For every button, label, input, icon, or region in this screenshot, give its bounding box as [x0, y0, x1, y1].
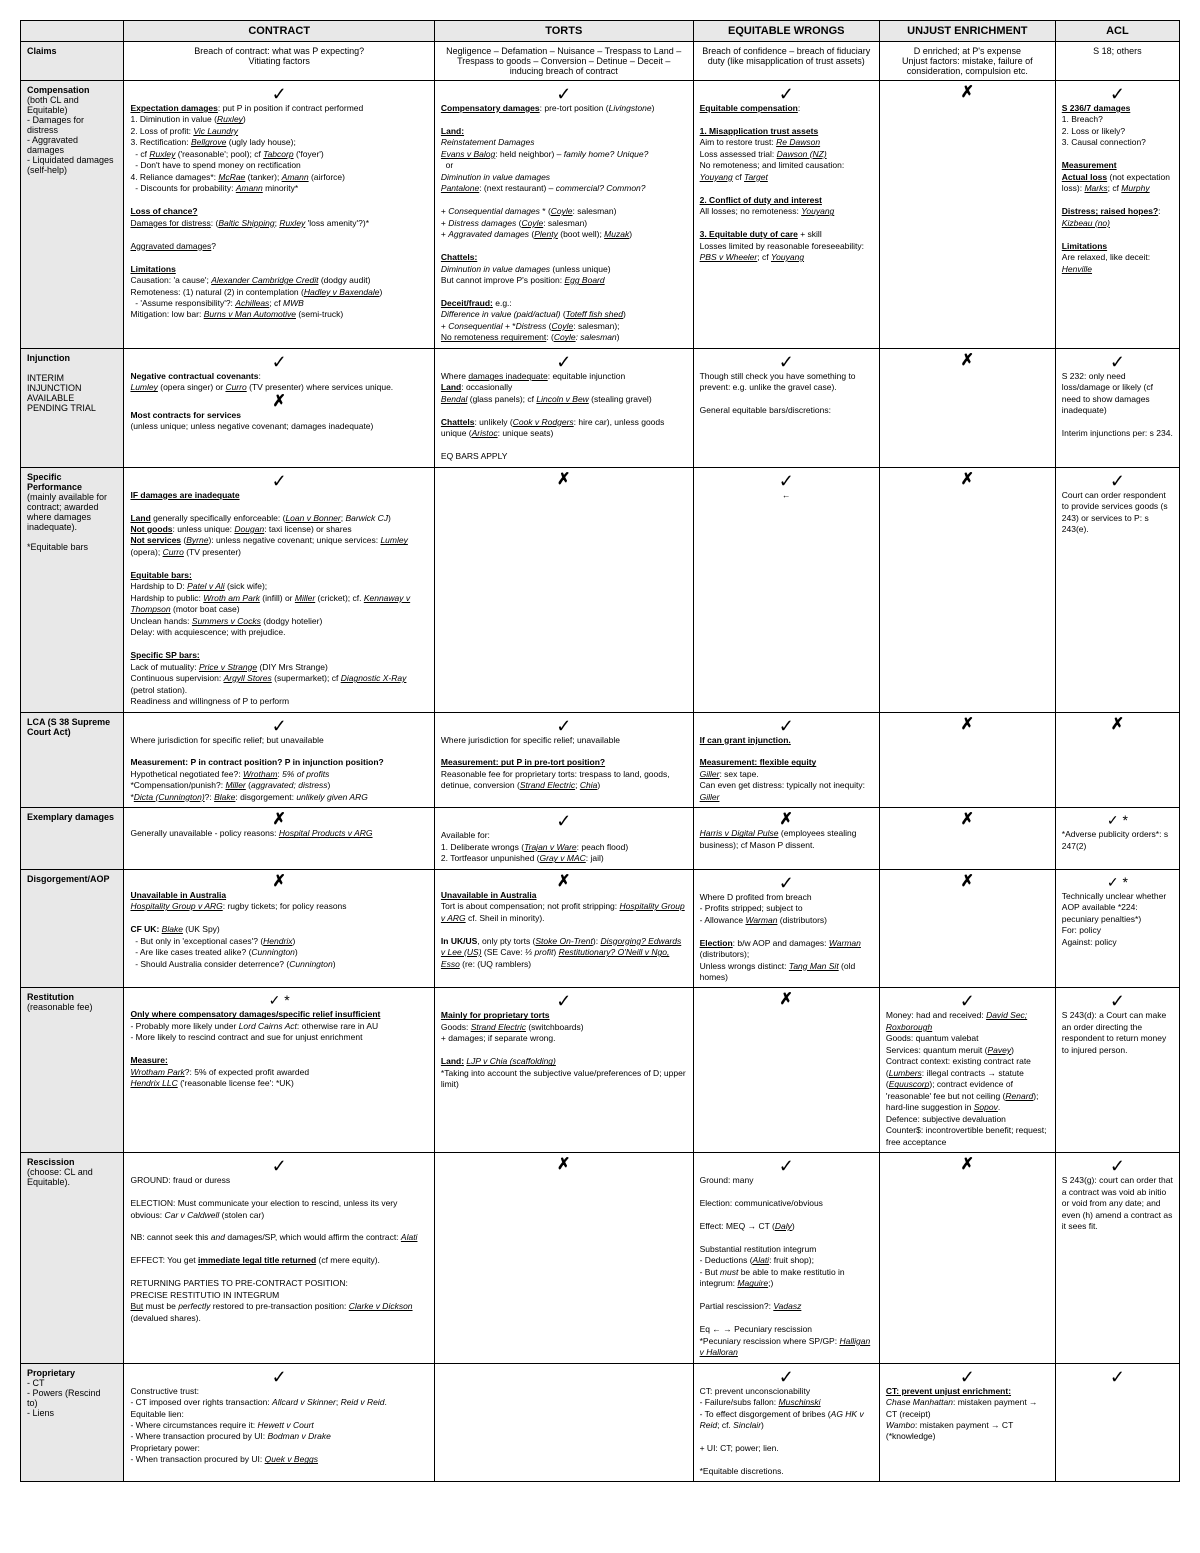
cell: ✓Constructive trust:- CT imposed over ri… [124, 1363, 434, 1482]
cell: D enriched; at P's expenseUnjust factors… [879, 42, 1055, 81]
cell: ✓Money: had and received: David Sec; Rox… [879, 988, 1055, 1153]
row-header: Restitution(reasonable fee) [21, 988, 124, 1153]
cell: ✓S 243(g): court can order that a contra… [1055, 1153, 1179, 1364]
cell: Negligence – Defamation – Nuisance – Tre… [434, 42, 693, 81]
header-equitable-wrongs: EQUITABLE WRONGS [693, 21, 879, 42]
table-row: Proprietary- CT- Powers (Rescind to)- Li… [21, 1363, 1180, 1482]
table-row: LCA (S 38 Supreme Court Act)✓Where juris… [21, 712, 1180, 808]
cell: ✓Negative contractual covenants:Lumley (… [124, 348, 434, 467]
header-row: CONTRACTTORTSEQUITABLE WRONGSUNJUST ENRI… [21, 21, 1180, 42]
cell: ✓IF damages are inadequateLand generally… [124, 467, 434, 712]
cell: ✗ [879, 467, 1055, 712]
cell: ✗Harris v Digital Pulse (employees steal… [693, 808, 879, 869]
cell: ✓ *Only where compensatory damages/speci… [124, 988, 434, 1153]
cell: ✗ [879, 808, 1055, 869]
table-row: InjunctionINTERIM INJUNCTION AVAILABLE P… [21, 348, 1180, 467]
row-header: LCA (S 38 Supreme Court Act) [21, 712, 124, 808]
header-unjust-enrichment: UNJUST ENRICHMENT [879, 21, 1055, 42]
cell: ✗ [434, 467, 693, 712]
cell: ✓Compensatory damages: pre-tort position… [434, 81, 693, 349]
cell: ✓Where D profited from breach- Profits s… [693, 869, 879, 988]
cell: ✓CT: prevent unconscionability- Failure/… [693, 1363, 879, 1482]
cell: ✓S 232: only need loss/damage or likely … [1055, 348, 1179, 467]
cell: ✓← [693, 467, 879, 712]
cell: ✓CT: prevent unjust enrichment:Chase Man… [879, 1363, 1055, 1482]
cell: ✓Available for:1. Deliberate wrongs (Tra… [434, 808, 693, 869]
table-row: Rescission(choose: CL and Equitable).✓GR… [21, 1153, 1180, 1364]
table-body: ClaimsBreach of contract: what was P exp… [21, 42, 1180, 1482]
cell: ✗ [879, 869, 1055, 988]
cell: Breach of confidence – breach of fiducia… [693, 42, 879, 81]
cell: Breach of contract: what was P expecting… [124, 42, 434, 81]
cell: ✓ [1055, 1363, 1179, 1482]
cell: ✗Unavailable in AustraliaTort is about c… [434, 869, 693, 988]
cell: ✓If can grant injunction.Measurement: fl… [693, 712, 879, 808]
table-row: Compensation(both CL and Equitable)- Dam… [21, 81, 1180, 349]
cell: ✓Where jurisdiction for specific relief;… [124, 712, 434, 808]
row-header: InjunctionINTERIM INJUNCTION AVAILABLE P… [21, 348, 124, 467]
cell: ✓Though still check you have something t… [693, 348, 879, 467]
cell: ✓ *Technically unclear whether AOP avail… [1055, 869, 1179, 988]
table-row: ClaimsBreach of contract: what was P exp… [21, 42, 1180, 81]
row-header: Claims [21, 42, 124, 81]
cell: ✗ [879, 348, 1055, 467]
header-contract: CONTRACT [124, 21, 434, 42]
table-row: Disgorgement/AOP✗Unavailable in Australi… [21, 869, 1180, 988]
header-torts: TORTS [434, 21, 693, 42]
cell: ✓Expectation damages: put P in position … [124, 81, 434, 349]
cell: ✓ **Adverse publicity orders*: s 247(2) [1055, 808, 1179, 869]
cell: ✓Court can order respondent to provide s… [1055, 467, 1179, 712]
row-header: Specific Performance(mainly available fo… [21, 467, 124, 712]
row-header: Proprietary- CT- Powers (Rescind to)- Li… [21, 1363, 124, 1482]
cell: ✗ [434, 1153, 693, 1364]
cell: ✓S 236/7 damages1. Breach?2. Loss or lik… [1055, 81, 1179, 349]
cell: ✗ [693, 988, 879, 1153]
cell: S 18; others [1055, 42, 1179, 81]
cell: ✓S 243(d): a Court can make an order dir… [1055, 988, 1179, 1153]
header-blank [21, 21, 124, 42]
cell: ✗ [879, 1153, 1055, 1364]
cell: ✗ [1055, 712, 1179, 808]
table-row: Exemplary damages✗Generally unavailable … [21, 808, 1180, 869]
row-header: Disgorgement/AOP [21, 869, 124, 988]
cell [434, 1363, 693, 1482]
header-acl: ACL [1055, 21, 1179, 42]
table-row: Restitution(reasonable fee)✓ *Only where… [21, 988, 1180, 1153]
cell: ✓Ground: manyElection: communicative/obv… [693, 1153, 879, 1364]
row-header: Exemplary damages [21, 808, 124, 869]
cell: ✓Equitable compensation:1. Misapplicatio… [693, 81, 879, 349]
cell: ✗ [879, 712, 1055, 808]
cell: ✗Unavailable in AustraliaHospitality Gro… [124, 869, 434, 988]
cell: ✓Where jurisdiction for specific relief;… [434, 712, 693, 808]
cell: ✗ [879, 81, 1055, 349]
cell: ✓Where damages inadequate: equitable inj… [434, 348, 693, 467]
cell: ✓GROUND: fraud or duressELECTION: Must c… [124, 1153, 434, 1364]
row-header: Rescission(choose: CL and Equitable). [21, 1153, 124, 1364]
cell: ✗Generally unavailable - policy reasons:… [124, 808, 434, 869]
cell: ✓Mainly for proprietary tortsGoods: Stra… [434, 988, 693, 1153]
row-header: Compensation(both CL and Equitable)- Dam… [21, 81, 124, 349]
table-row: Specific Performance(mainly available fo… [21, 467, 1180, 712]
